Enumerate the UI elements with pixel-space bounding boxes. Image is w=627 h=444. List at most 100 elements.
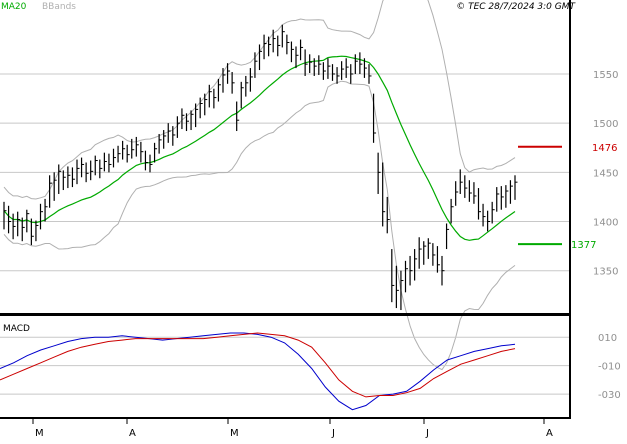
x-axis-label: J — [331, 428, 335, 439]
price-bar — [131, 138, 135, 159]
price-bar — [313, 58, 317, 76]
x-axis-label: A — [546, 428, 553, 439]
price-bar — [382, 162, 386, 227]
support-label: 1377 — [571, 240, 596, 251]
price-bar — [140, 141, 144, 163]
price-bar — [441, 255, 445, 286]
price-bar — [76, 159, 80, 185]
price-bar — [213, 88, 217, 109]
price-bar — [459, 169, 463, 194]
price-bar — [345, 58, 349, 78]
price-bar — [455, 181, 459, 206]
x-axis-label: A — [129, 428, 136, 439]
price-bar — [26, 209, 30, 233]
price-bar — [468, 180, 472, 202]
price-bar — [167, 123, 171, 143]
macd-tick-label: 010 — [598, 333, 617, 344]
price-bar — [436, 246, 440, 273]
price-bar — [395, 265, 399, 309]
price-bar — [217, 78, 221, 102]
price-bar — [363, 58, 367, 78]
levels-layer: 1476 1377 — [518, 143, 617, 251]
price-bar — [222, 68, 226, 93]
price-bar — [90, 160, 94, 181]
price-bar — [409, 255, 413, 286]
price-bar — [258, 44, 262, 71]
price-bar — [195, 103, 199, 128]
price-bar — [404, 260, 408, 293]
price-bar — [85, 162, 89, 183]
price-bar — [450, 198, 454, 224]
x-axis-line — [0, 417, 570, 419]
price-bar — [7, 205, 12, 234]
price-bar — [39, 203, 43, 230]
price-bar — [322, 62, 326, 80]
legend-bbands: BBands — [42, 2, 76, 12]
price-bar — [509, 180, 513, 204]
price-bar — [17, 211, 21, 237]
price-bar — [12, 213, 16, 240]
price-tick-label: 1400 — [593, 218, 618, 229]
price-bar — [158, 133, 162, 154]
price-bar — [53, 172, 57, 201]
macd-panel: 010 -010 -030 MACD — [0, 324, 621, 411]
legend-ma20: MA20 — [1, 2, 27, 12]
price-bar — [190, 110, 194, 131]
price-bar — [21, 217, 25, 242]
y-axis-line — [569, 0, 571, 419]
price-bar — [204, 93, 208, 116]
price-bar — [199, 97, 203, 119]
price-bar — [62, 170, 66, 191]
price-bar — [49, 175, 53, 208]
price-bar — [318, 55, 322, 75]
price-panel: 1476 1377 1550 1500 1450 1400 1350 MA20 BBan… — [0, 0, 618, 371]
price-bar — [327, 58, 331, 79]
x-axis-label: M — [230, 428, 239, 439]
price-bar — [414, 249, 418, 281]
price-bar — [354, 54, 358, 74]
price-bar — [44, 198, 48, 222]
price-bar — [350, 64, 354, 84]
price-bar — [30, 218, 34, 246]
price-bars — [3, 24, 518, 311]
price-tick-label: 1500 — [593, 119, 618, 130]
x-axis-label: J — [425, 428, 429, 439]
x-axis-label: M — [35, 428, 44, 439]
macd-grid — [0, 336, 569, 395]
price-bar — [149, 154, 153, 173]
price-bar — [181, 108, 185, 130]
price-bar — [144, 150, 148, 171]
price-bar — [477, 188, 481, 220]
price-tick-label: 1450 — [593, 168, 618, 179]
price-axis-ticks: 1550 1500 1450 1400 1350 — [593, 70, 618, 278]
price-bar — [309, 54, 313, 73]
price-bar — [500, 186, 504, 210]
price-bar — [386, 196, 390, 234]
bband-lower — [3, 80, 516, 371]
price-bar — [163, 130, 167, 149]
panel-divider — [0, 313, 570, 316]
macd-line — [0, 332, 516, 411]
price-bar — [263, 34, 267, 60]
price-bar — [304, 49, 308, 76]
price-bar — [391, 249, 395, 303]
price-bar — [176, 116, 180, 138]
price-bar — [103, 152, 107, 172]
price-bar — [341, 61, 345, 80]
price-bar — [418, 237, 422, 269]
price-bar — [299, 39, 304, 61]
price-bar — [377, 152, 381, 194]
price-bar — [245, 75, 249, 97]
price-bar — [226, 63, 231, 84]
price-bar — [99, 159, 103, 179]
price-bar — [281, 24, 285, 48]
ma20-layer — [3, 55, 516, 241]
price-bar — [240, 81, 244, 109]
price-bar — [505, 185, 509, 208]
price-bar — [67, 166, 71, 189]
price-bar — [126, 144, 130, 163]
price-bar — [117, 145, 121, 163]
price-bar — [295, 46, 299, 69]
